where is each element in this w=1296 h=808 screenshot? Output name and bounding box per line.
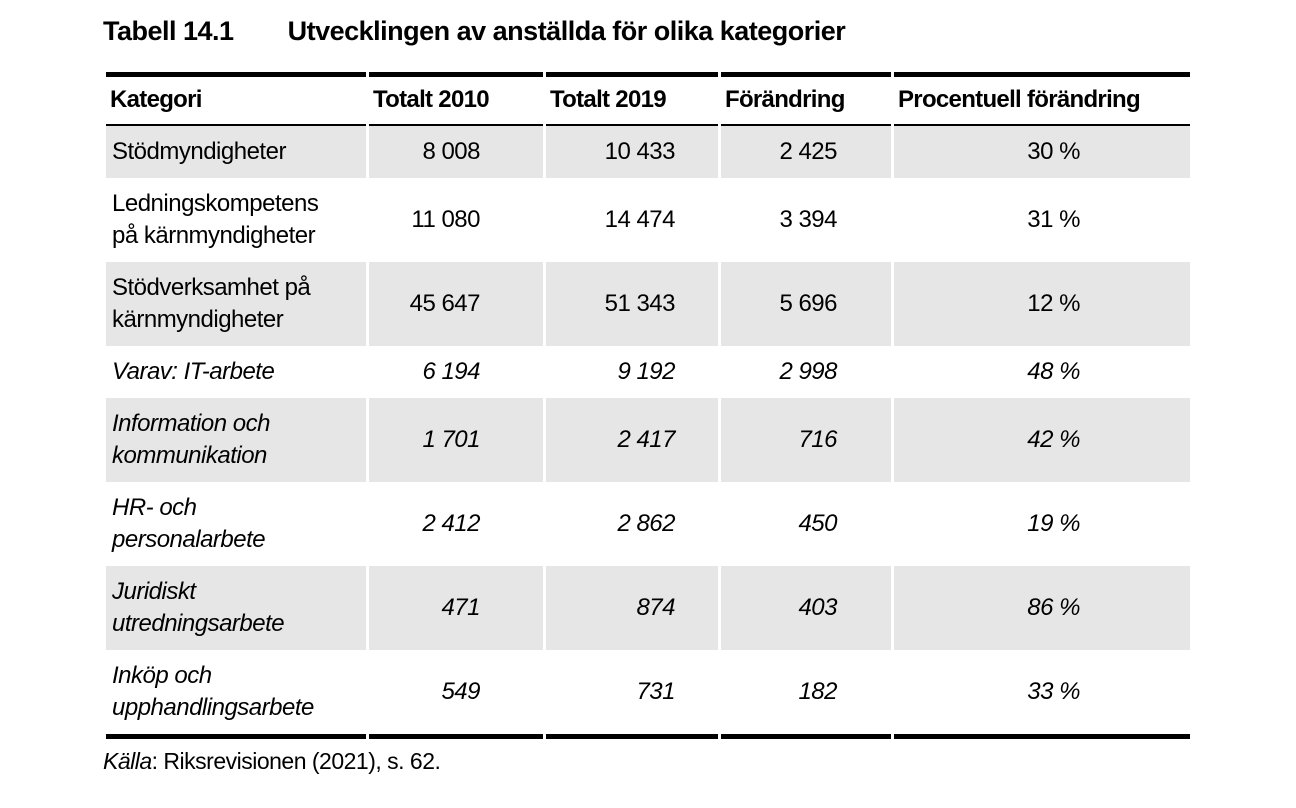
table-row: Juridiskt utredningsarbete 471 874 403 8… <box>106 566 1190 650</box>
procent-cell: 19 % <box>1027 510 1080 537</box>
forandring-cell: 450 <box>798 510 837 537</box>
totalt-2010-cell: 6 194 <box>422 358 480 385</box>
table-row: Information och kommunikation 1 701 2 41… <box>106 398 1190 482</box>
forandring-cell: 5 696 <box>721 262 891 346</box>
totalt-2019-cell: 51 343 <box>546 262 718 346</box>
column-header-forandring: Förändring <box>721 72 891 126</box>
category-cell: Varav: IT-arbete <box>112 358 275 385</box>
forandring-cell: 2 425 <box>721 126 891 178</box>
employees-category-table: Kategori Totalt 2010 Totalt 2019 Förändr… <box>103 72 1193 739</box>
category-cell: Information och kommunikation <box>106 398 366 482</box>
category-cell: Inköp och upphandlingsarbete <box>106 650 366 739</box>
category-cell: HR- och personalarbete <box>112 494 266 553</box>
category-cell: Stödmyndigheter <box>106 126 366 178</box>
procent-cell: 33 % <box>894 650 1190 739</box>
source-label: Källa <box>103 748 152 774</box>
category-cell: Ledningskompetens på kärnmyndigheter <box>112 190 319 249</box>
table-row: Stödverksamhet på kärnmyndigheter 45 647… <box>106 262 1190 346</box>
column-header-procentuell-forandring: Procentuell förändring <box>894 72 1190 126</box>
forandring-cell: 716 <box>721 398 891 482</box>
source-text: : Riksrevisionen (2021), s. 62. <box>151 748 441 774</box>
procent-cell: 12 % <box>894 262 1190 346</box>
procent-cell: 42 % <box>894 398 1190 482</box>
table-number-label: Tabell 14.1 <box>103 16 234 46</box>
procent-cell: 31 % <box>1027 206 1080 233</box>
table-row: Varav: IT-arbete 6 194 9 192 2 998 48 % <box>106 346 1190 398</box>
forandring-cell: 182 <box>721 650 891 739</box>
totalt-2019-cell: 874 <box>546 566 718 650</box>
procent-cell: 48 % <box>1027 358 1080 385</box>
table-row: Stödmyndigheter 8 008 10 433 2 425 30 % <box>106 126 1190 178</box>
totalt-2019-cell: 731 <box>546 650 718 739</box>
totalt-2019-cell: 2 862 <box>617 510 675 537</box>
page-title: Tabell 14.1 Utvecklingen av anställda fö… <box>103 16 1193 47</box>
table-row: Ledningskompetens på kärnmyndigheter 11 … <box>106 178 1190 262</box>
source-note: Källa: Riksrevisionen (2021), s. 62. <box>103 748 1193 775</box>
table-row: HR- och personalarbete 2 412 2 862 450 1… <box>106 482 1190 566</box>
totalt-2019-cell: 9 192 <box>617 358 675 385</box>
totalt-2010-cell: 471 <box>369 566 543 650</box>
forandring-cell: 2 998 <box>779 358 837 385</box>
category-cell: Stödverksamhet på kärnmyndigheter <box>106 262 366 346</box>
column-header-kategori: Kategori <box>106 72 366 126</box>
totalt-2010-cell: 45 647 <box>369 262 543 346</box>
totalt-2010-cell: 2 412 <box>422 510 480 537</box>
table-row: Inköp och upphandlingsarbete 549 731 182… <box>106 650 1190 739</box>
column-header-totalt-2010: Totalt 2010 <box>369 72 543 126</box>
totalt-2010-cell: 549 <box>369 650 543 739</box>
totalt-2019-cell: 14 474 <box>604 206 676 233</box>
totalt-2019-cell: 10 433 <box>546 126 718 178</box>
totalt-2019-cell: 2 417 <box>546 398 718 482</box>
header-row: Kategori Totalt 2010 Totalt 2019 Förändr… <box>106 72 1190 126</box>
totalt-2010-cell: 1 701 <box>369 398 543 482</box>
procent-cell: 30 % <box>894 126 1190 178</box>
category-cell: Juridiskt utredningsarbete <box>106 566 366 650</box>
column-header-totalt-2019: Totalt 2019 <box>546 72 718 126</box>
totalt-2010-cell: 8 008 <box>369 126 543 178</box>
forandring-cell: 403 <box>721 566 891 650</box>
table-title-text: Utvecklingen av anställda för olika kate… <box>287 16 846 46</box>
procent-cell: 86 % <box>894 566 1190 650</box>
forandring-cell: 3 394 <box>779 206 837 233</box>
totalt-2010-cell: 11 080 <box>411 206 480 233</box>
